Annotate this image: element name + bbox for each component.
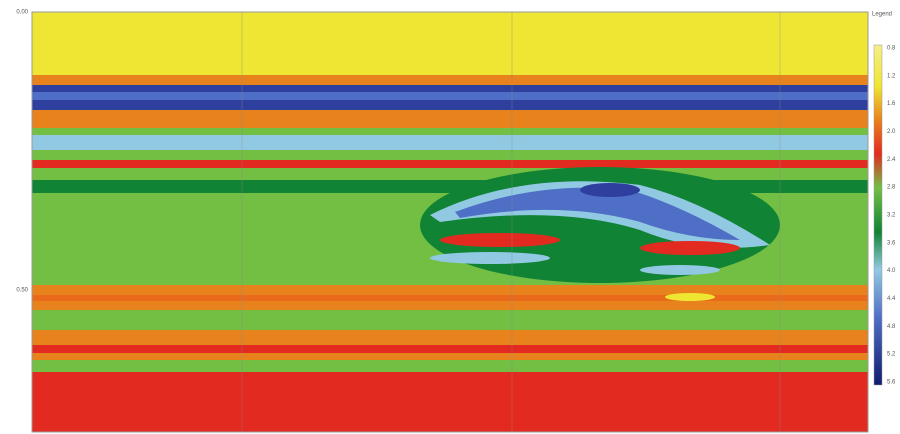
anomaly	[420, 167, 780, 301]
band	[32, 372, 868, 432]
legend-tick-label: 2.8	[887, 185, 896, 191]
legend-tick-label: 0.8	[887, 46, 896, 52]
band	[32, 345, 868, 353]
legend-tick-label: 1.6	[887, 101, 896, 107]
legend-tick-label: 1.2	[887, 73, 896, 79]
legend-tick-label: 2.4	[887, 157, 896, 163]
legend-colorbar	[873, 44, 883, 386]
legend-tick-label: 3.6	[887, 240, 896, 246]
legend-ticks: 0.8 1.2 1.6 2.0 2.4 2.8 3.2 3.6 4.0 4.4 4.8 5.2 5.6	[887, 46, 896, 386]
axis-label: 0.50	[16, 288, 28, 294]
legend-tick-label: 5.2	[887, 352, 896, 358]
plot-border	[31, 11, 869, 433]
band	[32, 12, 868, 75]
band	[32, 110, 868, 128]
legend-tick-label: 4.0	[887, 268, 896, 274]
legend-tick-label: 4.4	[887, 296, 896, 302]
legend-title: Legend	[872, 12, 892, 18]
band	[32, 75, 868, 85]
legend-tick-label: 5.6	[887, 380, 896, 386]
band	[32, 295, 868, 301]
legend-tick-label: 2.0	[887, 129, 896, 135]
band	[32, 160, 868, 168]
axis-label: 0.00	[16, 10, 28, 16]
grid-lines	[241, 12, 781, 432]
band	[32, 92, 868, 100]
legend-tick-label: 3.2	[887, 213, 896, 219]
band	[32, 135, 868, 150]
contour-plot	[31, 11, 869, 433]
legend-tick-label: 4.8	[887, 324, 896, 330]
